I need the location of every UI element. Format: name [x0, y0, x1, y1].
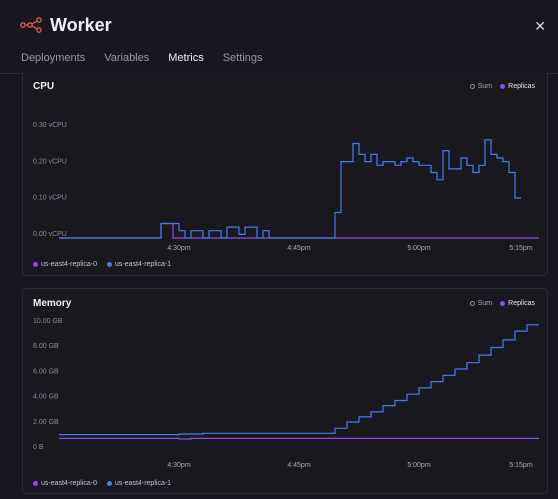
memory-legend-top: Sum Replicas: [462, 300, 535, 307]
sum-toggle[interactable]: Sum: [469, 300, 492, 307]
y-tick-label: 8.00 GB: [33, 343, 59, 350]
replicas-toggle[interactable]: Replicas: [500, 300, 535, 307]
cpu-chart: 0.00 vCPU 0.10 vCPU 0.20 vCPU 0.30 vCPU 4:30…: [33, 122, 539, 252]
memory-legend-bottom: us-east4-replica-0 us-east4-replica-1: [33, 480, 181, 487]
cpu-legend-top: Sum Replicas: [462, 83, 535, 90]
y-tick-label: 2.00 GB: [33, 419, 59, 426]
series-line-us-east4-replica-1: [59, 139, 521, 239]
tab-deployments[interactable]: Deployments: [21, 52, 86, 64]
cpu-card-title: CPU: [33, 81, 55, 92]
x-tick-label: 5:00pm: [407, 245, 431, 252]
panel-header: Worker ✕ Deployments Variables Metrics S…: [0, 0, 558, 74]
x-tick-label: 5:00pm: [407, 462, 431, 469]
replica-0-dot-icon: [33, 262, 38, 267]
legend-item-replica-1[interactable]: us-east4-replica-1: [107, 261, 171, 268]
y-tick-label: 0.20 vCPU: [33, 158, 67, 165]
page-title: Worker: [50, 15, 112, 35]
x-tick-label: 5:15pm: [509, 245, 533, 252]
memory-card: Memory Sum Replicas 0 B 2.00 GB 4.00 GB 6.0…: [22, 288, 548, 494]
replica-1-dot-icon: [107, 481, 113, 486]
replica-1-dot-icon: [107, 262, 113, 267]
replicas-dot-icon: [500, 84, 506, 89]
tab-bar: Deployments Variables Metrics Settings: [21, 52, 281, 74]
memory-card-title: Memory: [33, 298, 72, 309]
y-tick-label: 0.10 vCPU: [33, 195, 67, 202]
y-tick-label: 4.00 GB: [33, 394, 59, 401]
y-tick-label: 6.00 GB: [33, 368, 59, 375]
legend-item-replica-0[interactable]: us-east4-replica-0: [33, 261, 97, 268]
y-tick-label: 10.00 GB: [33, 318, 63, 325]
x-tick-label: 4:45pm: [287, 245, 311, 252]
x-tick-label: 5:15pm: [509, 462, 533, 469]
tab-settings[interactable]: Settings: [222, 52, 263, 64]
tab-variables[interactable]: Variables: [104, 52, 150, 64]
replicas-dot-icon: [500, 301, 506, 306]
legend-item-replica-1[interactable]: us-east4-replica-1: [107, 480, 171, 487]
close-icon[interactable]: ✕: [534, 18, 546, 34]
series-line-us-east4-replica-0: [59, 222, 539, 239]
x-tick-label: 4:45pm: [287, 462, 311, 469]
series-line-us-east4-replica-1: [59, 324, 539, 436]
memory-chart: 0 B 2.00 GB 4.00 GB 6.00 GB 8.00 GB 10.00 GB 4…: [33, 318, 539, 469]
y-tick-label: 0.30 vCPU: [33, 122, 67, 129]
x-tick-label: 4:30pm: [167, 245, 191, 252]
cpu-legend-bottom: us-east4-replica-0 us-east4-replica-1: [33, 261, 181, 268]
service-nodes-icon: [20, 17, 42, 33]
tab-metrics[interactable]: Metrics: [168, 52, 204, 74]
sum-toggle[interactable]: Sum: [469, 83, 492, 90]
sum-dot-icon: [469, 301, 475, 306]
legend-item-replica-0[interactable]: us-east4-replica-0: [33, 480, 97, 487]
replica-0-dot-icon: [33, 481, 38, 486]
series-line-us-east4-replica-0: [59, 437, 539, 440]
x-tick-label: 4:30pm: [167, 462, 191, 469]
cpu-card: CPU Sum Replicas 0.00 vCPU 0.10 vCPU 0.20 …: [22, 72, 548, 276]
sum-dot-icon: [469, 84, 475, 89]
y-tick-label: 0 B: [33, 444, 44, 451]
replicas-toggle[interactable]: Replicas: [500, 83, 535, 90]
y-tick-label: 0.00 vCPU: [33, 231, 67, 238]
